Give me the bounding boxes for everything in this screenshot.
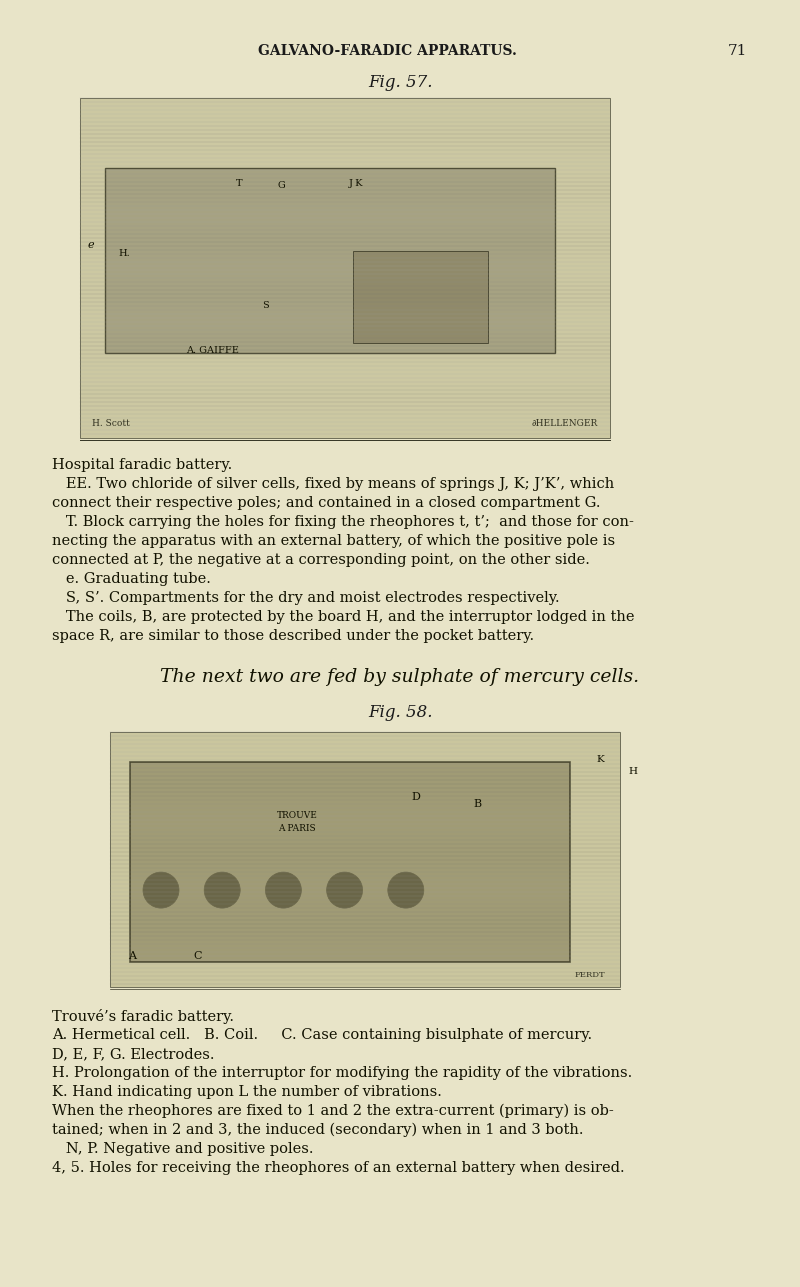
Text: K: K — [596, 755, 604, 764]
Text: C: C — [194, 951, 202, 961]
Text: ∂HELLENGER: ∂HELLENGER — [532, 420, 598, 429]
Text: TROUVE
A PARIS: TROUVE A PARIS — [277, 811, 318, 833]
Text: D, E, F, G. Electrodes.: D, E, F, G. Electrodes. — [52, 1048, 214, 1060]
Text: D: D — [411, 792, 421, 802]
Bar — [130, 762, 570, 961]
Text: FERDT: FERDT — [574, 970, 605, 979]
Text: tained; when in 2 and 3, the induced (secondary) when in 1 and 3 both.: tained; when in 2 and 3, the induced (se… — [52, 1124, 583, 1138]
Text: N, P. Negative and positive poles.: N, P. Negative and positive poles. — [52, 1142, 314, 1156]
Text: The coils, B, are protected by the board H, and the interruptor lodged in the: The coils, B, are protected by the board… — [52, 610, 634, 624]
Circle shape — [266, 873, 302, 909]
Text: B: B — [473, 799, 482, 810]
Text: J K: J K — [348, 179, 363, 188]
Text: When the rheophores are fixed to 1 and 2 the extra-current (primary) is ob-: When the rheophores are fixed to 1 and 2… — [52, 1104, 614, 1118]
Text: 71: 71 — [728, 44, 747, 58]
Circle shape — [326, 873, 362, 909]
Text: G: G — [278, 181, 286, 190]
Text: A. Hermetical cell.   B. Coil.     C. Case containing bisulphate of mercury.: A. Hermetical cell. B. Coil. C. Case con… — [52, 1028, 592, 1042]
Text: Fig. 58.: Fig. 58. — [368, 704, 432, 721]
Text: e. Graduating tube.: e. Graduating tube. — [52, 571, 211, 586]
Text: Trouvé’s faradic battery.: Trouvé’s faradic battery. — [52, 1009, 234, 1024]
Text: GALVANO-FARADIC APPARATUS.: GALVANO-FARADIC APPARATUS. — [258, 44, 517, 58]
Text: e: e — [88, 239, 94, 250]
Text: S, S’. Compartments for the dry and moist electrodes respectively.: S, S’. Compartments for the dry and mois… — [52, 591, 560, 605]
Text: H. Scott: H. Scott — [92, 420, 130, 429]
Text: 4, 5. Holes for receiving the rheophores of an external battery when desired.: 4, 5. Holes for receiving the rheophores… — [52, 1161, 625, 1175]
Bar — [353, 251, 487, 344]
Circle shape — [143, 873, 179, 909]
Text: necting the apparatus with an external battery, of which the positive pole is: necting the apparatus with an external b… — [52, 534, 615, 548]
Bar — [80, 98, 610, 438]
Circle shape — [388, 873, 424, 909]
Text: T: T — [236, 179, 242, 188]
Text: T. Block carrying the holes for fixing the rheophores t, t’;  and those for con-: T. Block carrying the holes for fixing t… — [52, 515, 634, 529]
Text: H.: H. — [118, 248, 130, 257]
Text: connected at P, the negative at a corresponding point, on the other side.: connected at P, the negative at a corres… — [52, 553, 590, 568]
Text: S: S — [262, 301, 269, 310]
Bar — [110, 732, 620, 987]
Circle shape — [204, 873, 240, 909]
Bar — [105, 169, 555, 353]
Text: A: A — [128, 951, 136, 961]
Text: H. Prolongation of the interruptor for modifying the rapidity of the vibrations.: H. Prolongation of the interruptor for m… — [52, 1066, 632, 1080]
Text: EE. Two chloride of silver cells, fixed by means of springs J, K; J’K’, which: EE. Two chloride of silver cells, fixed … — [52, 477, 614, 492]
Text: The next two are fed by sulphate of mercury cells.: The next two are fed by sulphate of merc… — [161, 668, 639, 686]
Text: connect their respective poles; and contained in a closed compartment G.: connect their respective poles; and cont… — [52, 495, 601, 510]
Text: A. GAIFFE: A. GAIFFE — [186, 346, 239, 355]
Text: H: H — [628, 767, 637, 776]
Text: Hospital faradic battery.: Hospital faradic battery. — [52, 458, 232, 472]
Text: Fig. 57.: Fig. 57. — [368, 73, 432, 91]
Text: space R, are similar to those described under the pocket battery.: space R, are similar to those described … — [52, 629, 534, 644]
Text: K. Hand indicating upon L the number of vibrations.: K. Hand indicating upon L the number of … — [52, 1085, 442, 1099]
